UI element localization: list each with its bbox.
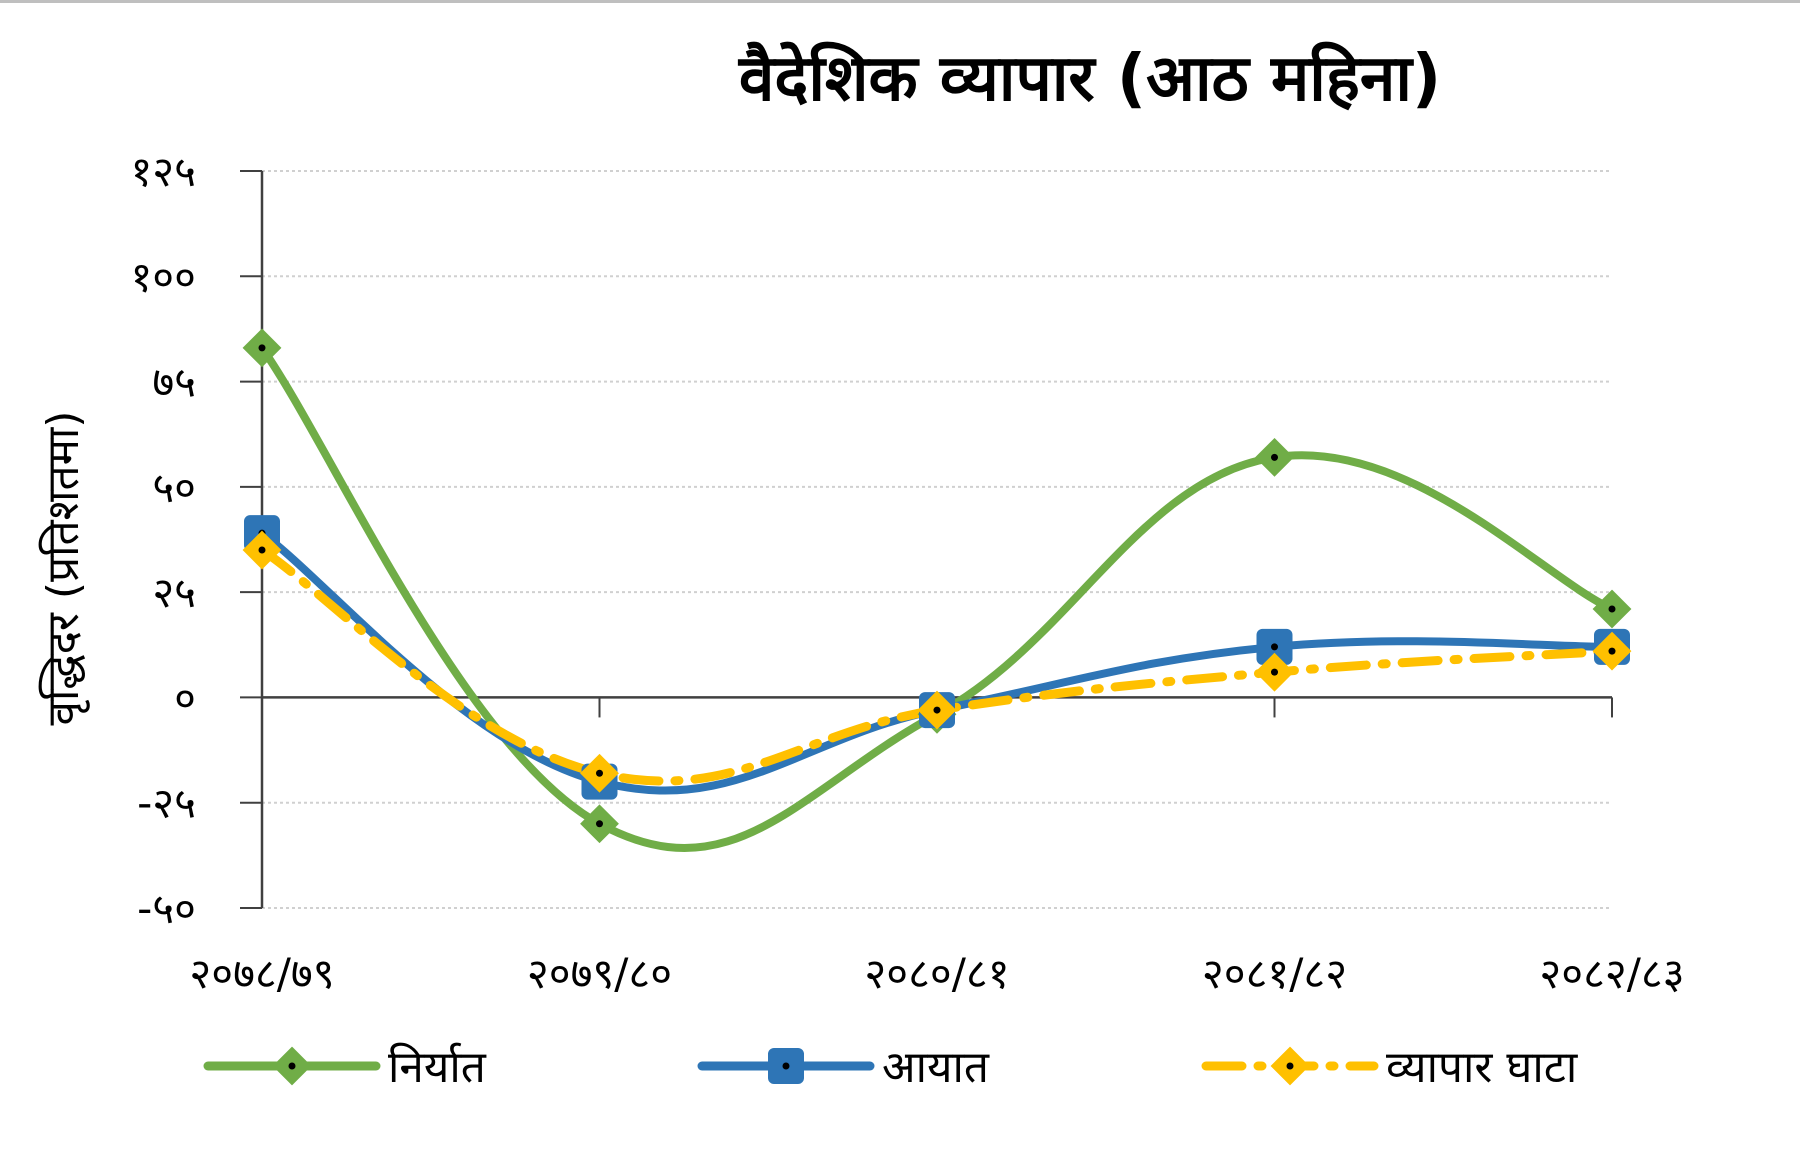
marker-trade-deficit-dot (1608, 647, 1616, 655)
legend-label-trade-deficit: व्यापार घाटा (1386, 1042, 1579, 1093)
marker-imports-dot (1271, 643, 1278, 651)
tick-labels: -५० -२५ ० २५ ५० ७५ १०० १२५ २०७८/७९ २०७९/८० २०८०/८१… (130, 147, 1684, 998)
x-tick-label: २०८२/८३ (1539, 949, 1684, 998)
legend-label-imports: आयात (882, 1042, 990, 1093)
y-axis-label: वृद्धिदर (प्रतिशतमा) (38, 411, 90, 726)
marker-exports-dot (1271, 453, 1278, 461)
marker-exports-dot (596, 820, 603, 828)
marker-exports-dot (258, 344, 266, 352)
gridlines (262, 170, 1612, 909)
legend-marker-trade-deficit-dot (1286, 1062, 1294, 1070)
y-tick-label: २५ (152, 568, 196, 617)
x-tick-label: २०७८/७९ (189, 949, 334, 998)
marker-trade-deficit-dot (258, 546, 266, 554)
legend-label-exports: निर्यात (388, 1042, 487, 1093)
y-tick-label: ० (174, 673, 196, 722)
y-tick-label: -५० (137, 884, 196, 933)
marker-trade-deficit-dot (933, 706, 941, 714)
series-line-trade-deficit (257, 545, 1617, 786)
x-tick-label: २०८१/८२ (1202, 949, 1347, 998)
y-tick-label: -२५ (137, 779, 196, 828)
y-tick-label: १२५ (130, 147, 196, 196)
marker-exports-dot (1608, 605, 1616, 613)
series-line-exports (258, 343, 1616, 852)
marker-trade-deficit-dot (596, 769, 603, 777)
series-lines (257, 343, 1617, 852)
y-tick-label: ७५ (152, 358, 196, 407)
series-markers (242, 328, 1632, 844)
marker-trade-deficit-dot (1271, 668, 1278, 676)
legend: निर्यात आयात व्यापार घाटा (203, 1042, 1579, 1093)
top-border (0, 0, 1800, 3)
x-tick-label: २०८०/८१ (864, 949, 1009, 998)
y-tick-label: ५० (152, 463, 196, 512)
x-tick-label: २०७९/८० (527, 949, 672, 998)
legend-marker-imports-dot (782, 1062, 790, 1070)
y-tick-label: १०० (130, 252, 196, 301)
legend-marker-exports-dot (288, 1062, 296, 1070)
axes (240, 170, 1613, 909)
chart-title: वैदेशिक व्यापार (आठ महिना) (738, 41, 1441, 116)
